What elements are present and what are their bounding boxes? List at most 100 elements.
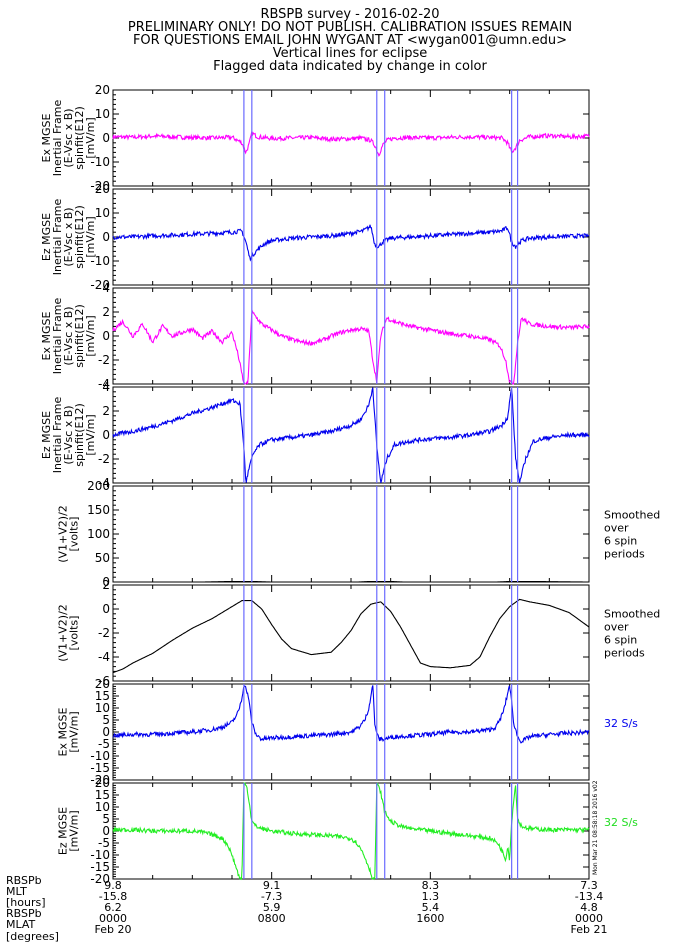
y-axis-label: spinfit(E12) (73, 106, 86, 170)
y-tick-label: -2 (98, 452, 110, 466)
y-tick-label: -2 (98, 353, 110, 367)
y-axis-label: (E-Vsc x B) (62, 306, 75, 365)
y-tick-label: 100 (87, 527, 110, 541)
y-tick-label: -10 (90, 848, 110, 862)
y-tick-label: 0 (102, 824, 110, 838)
time-value: 0000 (575, 912, 603, 925)
mlat-value: 5.4 (422, 901, 440, 914)
mlt-value: -13.4 (575, 890, 603, 903)
y-axis-label: [volts] (68, 517, 81, 552)
side-annotation: 6 spin (604, 634, 637, 647)
side-annotation: 32 S/s (604, 717, 638, 730)
eclipse-note: Vertical lines for eclipse (272, 46, 428, 61)
y-tick-label: 20 (95, 182, 110, 196)
time-value: 0000 (99, 912, 127, 925)
y-axis-label: Ex MGSE (40, 113, 53, 162)
y-tick-label: -5 (98, 737, 110, 751)
plot-header: RBSPB survey - 2016-02-20 PRELIMINARY ON… (0, 8, 700, 73)
y-tick-label: 4 (102, 281, 110, 295)
panel-5: 0 50 100 150 200 (V1+V2)/2[volts] Smoothedover… (57, 479, 661, 589)
y-tick-label: 0 (102, 131, 110, 145)
mlt-value: -7.3 (261, 890, 282, 903)
y-axis-label: Ex MGSE (40, 311, 53, 360)
time-value: 1600 (416, 912, 444, 925)
y-axis-label: Inertial Frame (51, 100, 64, 177)
plot-title: RBSPB survey - 2016-02-20 (260, 7, 440, 22)
data-trace (113, 580, 589, 583)
y-tick-label: 0 (102, 428, 110, 442)
warning-line-1: PRELIMINARY ONLY! DO NOT PUBLISH. CALIBR… (127, 20, 573, 35)
y-tick-label: 10 (95, 701, 110, 715)
y-tick-label: 15 (95, 788, 110, 802)
mlat-value: 4.8 (580, 901, 598, 914)
y-axis-label: (V1+V2)/2 (57, 505, 70, 563)
lshell-value: 8.3 (422, 879, 440, 892)
y-tick-label: -4 (98, 476, 110, 490)
side-annotation: 32 S/s (604, 816, 638, 829)
y-axis-label: Inertial Frame (51, 199, 64, 276)
y-tick-label: -20 (90, 773, 110, 787)
y-tick-label: 15 (95, 689, 110, 703)
y-tick-label: 200 (87, 479, 110, 493)
y-tick-label: -2 (98, 626, 110, 640)
data-trace (112, 782, 590, 881)
data-trace (112, 598, 590, 674)
y-axis-label: (E-Vsc x B) (62, 207, 75, 266)
side-annotation: periods (604, 548, 645, 561)
y-tick-label: 0 (102, 725, 110, 739)
y-axis-label: [mV/m] (84, 414, 97, 455)
x-axis-row-label: MLT (6, 885, 27, 898)
y-tick-label: 0 (102, 575, 110, 589)
date-value: Feb 20 (95, 923, 132, 936)
data-trace (112, 131, 590, 157)
y-axis-label: Ex MGSE (57, 707, 70, 756)
y-tick-label: 2 (102, 305, 110, 319)
y-tick-label: -10 (90, 749, 110, 763)
y-tick-label: -5 (98, 836, 110, 850)
y-axis-label: [mV/m] (84, 117, 97, 158)
warning-line-2: FOR QUESTIONS EMAIL JOHN WYGANT AT <wyga… (132, 33, 568, 48)
y-tick-label: -6 (98, 674, 110, 688)
y-axis-label: Ez MGSE (57, 807, 70, 855)
y-tick-label: -4 (98, 650, 110, 664)
y-tick-label: 10 (95, 206, 110, 220)
data-trace (112, 309, 590, 385)
side-annotation: over (604, 522, 629, 535)
mlat-value: 6.2 (104, 901, 122, 914)
y-axis-label: (V1+V2)/2 (57, 604, 70, 662)
lshell-value: 9.1 (263, 879, 281, 892)
version-stamp: Mon Mar 21 08:58:18 2016 v02 (592, 780, 599, 875)
y-axis-label: Ez MGSE (40, 411, 53, 459)
y-axis-label: Inertial Frame (51, 298, 64, 375)
y-tick-label: -20 (90, 872, 110, 886)
y-tick-label: 2 (102, 404, 110, 418)
flag-note: Flagged data indicated by change in colo… (213, 59, 487, 74)
y-tick-label: 0 (102, 602, 110, 616)
mlt-value: -15.8 (99, 890, 127, 903)
y-axis-label: Inertial Frame (51, 397, 64, 474)
y-axis-label: spinfit(E12) (73, 304, 86, 368)
y-tick-label: -20 (90, 278, 110, 292)
y-tick-label: 0 (102, 230, 110, 244)
data-trace (112, 685, 590, 744)
y-tick-label: -20 (90, 179, 110, 193)
y-axis-label: spinfit(E12) (73, 403, 86, 467)
x-axis-row-label: [degrees] (6, 930, 59, 943)
y-tick-label: 20 (95, 677, 110, 691)
y-axis-label: (E-Vsc x B) (62, 108, 75, 167)
y-tick-label: -15 (90, 860, 110, 874)
y-axis-label: spinfit(E12) (73, 205, 86, 269)
lshell-value: 9.8 (104, 879, 122, 892)
y-tick-label: 10 (95, 107, 110, 121)
side-annotation: 6 spin (604, 535, 637, 548)
y-axis-label: (E-Vsc x B) (62, 405, 75, 464)
y-tick-label: 0 (102, 329, 110, 343)
mlat-value: 5.9 (263, 901, 281, 914)
y-tick-label: 5 (102, 812, 110, 826)
y-tick-label: -4 (98, 377, 110, 391)
